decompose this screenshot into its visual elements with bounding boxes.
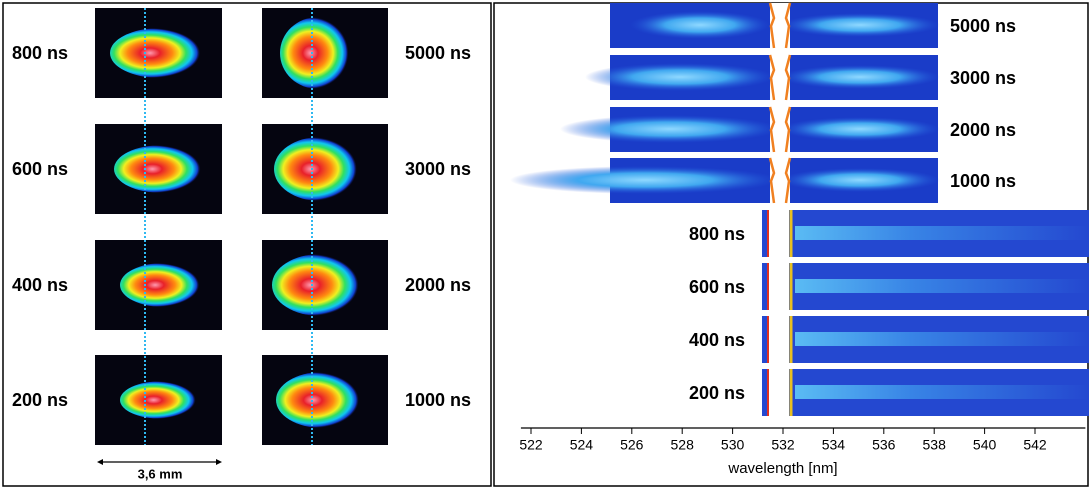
time-label: 1000 ns [950, 171, 1016, 191]
line-edge [768, 157, 792, 204]
plasma-plume [274, 137, 366, 201]
saturated-line [769, 210, 789, 257]
plasma-plume [120, 381, 204, 419]
time-label: 600 ns [12, 159, 68, 179]
spectrum-stripe [795, 332, 1089, 346]
time-label: 3000 ns [405, 159, 471, 179]
time-label: 2000 ns [405, 275, 471, 295]
x-tick-label: 528 [671, 437, 695, 453]
x-axis-label: wavelength [nm] [727, 460, 837, 477]
left-frame [2, 2, 492, 487]
saturated-line [769, 369, 789, 416]
time-label: 5000 ns [405, 43, 471, 63]
scale-label: 3,6 mm [138, 466, 183, 481]
line-edge [768, 54, 792, 101]
time-label: 200 ns [689, 383, 745, 403]
time-label: 400 ns [689, 330, 745, 350]
time-label: 1000 ns [405, 390, 471, 410]
spectrum-emission [780, 13, 940, 37]
time-label: 800 ns [689, 224, 745, 244]
time-label: 400 ns [12, 275, 68, 295]
time-label: 200 ns [12, 390, 68, 410]
line-edge [768, 2, 792, 49]
spectrum-stripe [795, 279, 1089, 293]
x-tick-label: 524 [570, 437, 594, 453]
spectrum-stripe [795, 226, 1089, 240]
x-tick-label: 532 [771, 437, 795, 453]
time-label: 600 ns [689, 277, 745, 297]
time-label: 3000 ns [950, 68, 1016, 88]
x-tick-label: 536 [872, 437, 896, 453]
saturated-line [770, 55, 790, 100]
plasma-plume [120, 263, 208, 307]
spectrum-emission [780, 168, 940, 192]
spectrum-emission [630, 11, 770, 39]
spectrum-emission [585, 63, 775, 91]
x-tick-label: 534 [822, 437, 846, 453]
plasma-plume [110, 28, 210, 78]
plasma-plume [280, 17, 356, 89]
x-tick-label: 526 [620, 437, 644, 453]
spectrum-emission [780, 117, 940, 141]
spectrum-emission [560, 115, 780, 143]
time-label: 2000 ns [950, 120, 1016, 140]
line-edge [768, 106, 792, 153]
x-tick-label: 538 [923, 437, 947, 453]
saturated-line [770, 158, 790, 203]
time-label: 5000 ns [950, 16, 1016, 36]
x-tick-label: 542 [1023, 437, 1047, 453]
time-label: 800 ns [12, 43, 68, 63]
plasma-plume [272, 254, 368, 316]
saturated-line [770, 107, 790, 152]
plasma-plume [276, 372, 368, 428]
saturated-line [769, 316, 789, 363]
x-tick-label: 530 [721, 437, 745, 453]
x-tick-label: 522 [519, 437, 543, 453]
saturated-line [770, 3, 790, 48]
spectrum-emission [780, 65, 940, 89]
x-tick-label: 540 [973, 437, 997, 453]
plasma-plume [114, 145, 210, 193]
saturated-line [769, 263, 789, 310]
spectrum-stripe [795, 385, 1089, 399]
spectrum-emission [510, 166, 780, 194]
